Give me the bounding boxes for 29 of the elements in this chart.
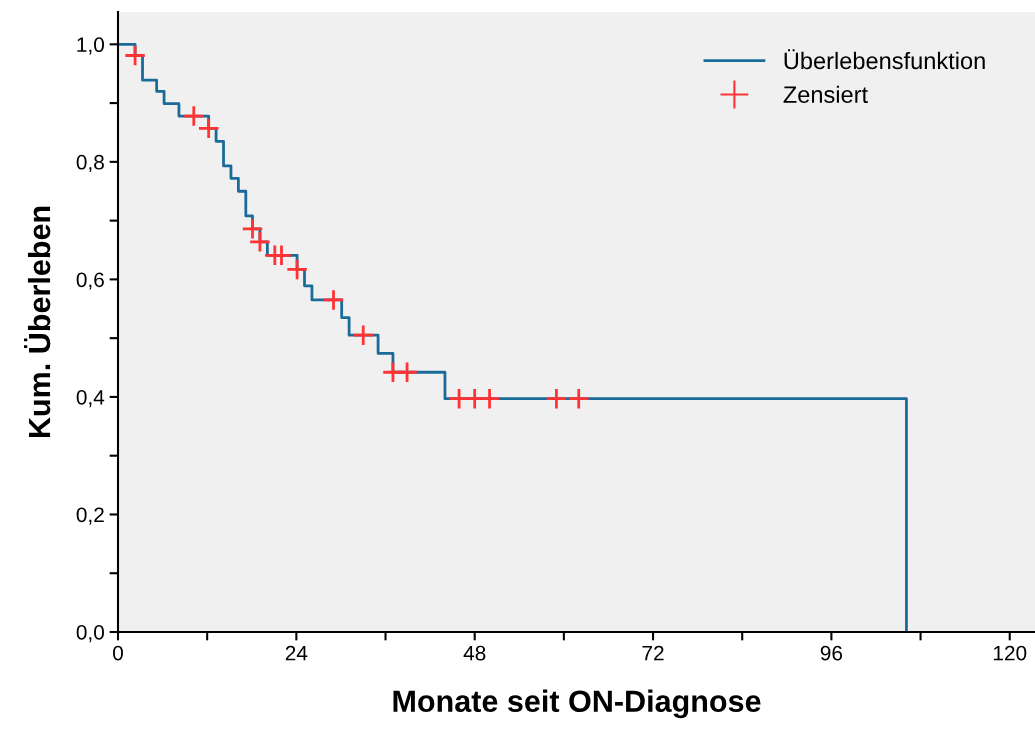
legend-label: Zensiert <box>783 85 868 104</box>
y-tick-label: 0,4 <box>76 389 105 408</box>
y-tick-label: 0,2 <box>76 507 104 525</box>
point <box>352 324 375 347</box>
y-tick-label: 0,8 <box>76 154 104 173</box>
point <box>395 361 419 384</box>
x-tick-label: 48 <box>463 645 486 661</box>
x-tick-label: 120 <box>993 645 1027 661</box>
x-tick-label: 0 <box>113 645 123 661</box>
x-tick-label: 96 <box>820 645 843 661</box>
point <box>322 288 345 312</box>
point <box>241 217 264 240</box>
point <box>270 244 293 267</box>
point <box>248 230 272 253</box>
legend-label: Überlebensfunktion <box>784 49 985 70</box>
y-tick-label: 0,0 <box>76 625 104 643</box>
point <box>567 387 590 410</box>
point <box>285 258 309 281</box>
x-axis-title: Monate seit ON-Diagnose <box>393 689 761 719</box>
point <box>478 387 501 410</box>
x-tick-label: 72 <box>642 645 664 661</box>
y-axis-title: Kum. Überleben <box>23 206 51 438</box>
y-tick-label: 1,0 <box>77 37 104 55</box>
point <box>545 387 568 410</box>
x-tick-label: 24 <box>285 645 308 661</box>
point <box>197 117 220 140</box>
point <box>123 44 147 67</box>
point <box>182 104 205 128</box>
y-tick-label: 0,6 <box>76 272 104 290</box>
